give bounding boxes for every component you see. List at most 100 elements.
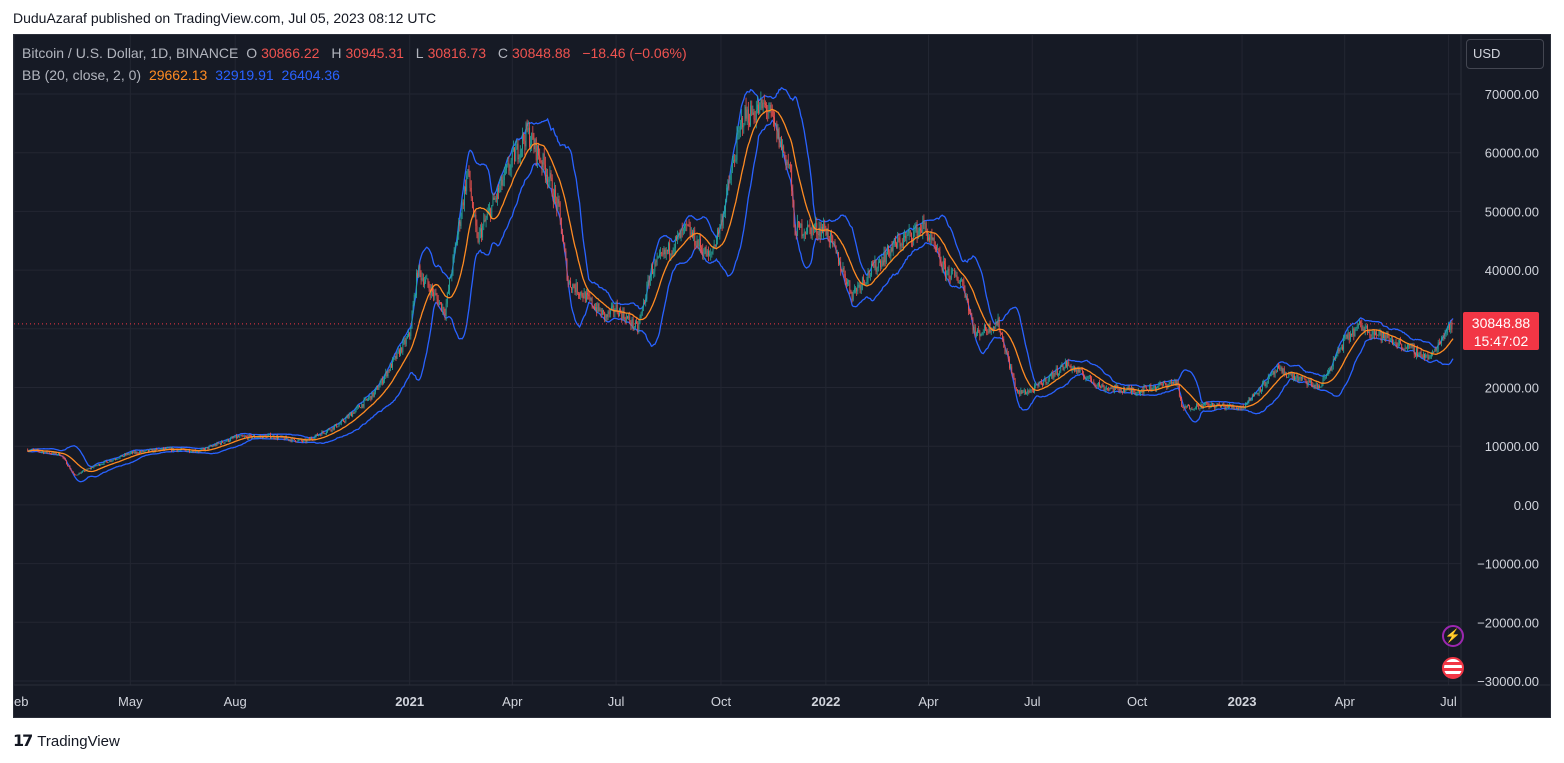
- candle: [1384, 332, 1386, 342]
- candle: [1249, 397, 1251, 402]
- indicator-label[interactable]: BB (20, close, 2, 0): [22, 67, 142, 83]
- currency-selector[interactable]: USD: [1466, 39, 1544, 69]
- candle: [1155, 385, 1156, 392]
- candle: [576, 281, 578, 296]
- candle: [458, 217, 460, 240]
- candle: [56, 453, 58, 456]
- candle: [731, 156, 733, 174]
- candle: [1214, 403, 1216, 411]
- candle: [803, 228, 805, 242]
- candle: [608, 308, 610, 318]
- candle: [1395, 338, 1397, 348]
- candle: [1023, 388, 1025, 396]
- candle: [144, 450, 146, 453]
- candle: [495, 193, 497, 203]
- candle: [522, 127, 523, 157]
- candle: [239, 434, 241, 439]
- candle: [810, 227, 812, 239]
- candle: [597, 301, 599, 313]
- candle: [1097, 381, 1099, 389]
- candle: [1452, 323, 1454, 325]
- candle: [1254, 392, 1256, 397]
- candle: [320, 433, 322, 437]
- candle: [500, 176, 502, 193]
- candle: [478, 227, 480, 245]
- candle: [67, 463, 68, 467]
- candle: [1446, 326, 1448, 336]
- candle: [877, 258, 879, 272]
- chart-canvas[interactable]: 70000.0060000.0050000.0040000.0030000.00…: [14, 35, 1550, 717]
- candle: [1110, 386, 1112, 390]
- candle: [1352, 325, 1354, 337]
- candle: [427, 278, 429, 288]
- candle: [410, 326, 412, 340]
- candle: [627, 315, 628, 320]
- candle: [208, 445, 210, 451]
- y-tick-label: 20000.00: [1485, 381, 1539, 396]
- candle: [1093, 379, 1095, 386]
- candle: [1264, 381, 1266, 387]
- candle: [424, 277, 425, 289]
- candle: [671, 250, 673, 258]
- candle: [1191, 406, 1193, 410]
- candle: [1319, 384, 1321, 389]
- candle: [645, 294, 647, 307]
- candle: [72, 471, 74, 474]
- candle: [240, 434, 242, 437]
- candle: [936, 244, 937, 253]
- candle: [985, 324, 986, 331]
- candle: [269, 434, 270, 436]
- candle: [1135, 391, 1137, 397]
- candle: [1034, 383, 1035, 394]
- price-axis[interactable]: 70000.0060000.0050000.0040000.0030000.00…: [1477, 87, 1539, 689]
- candle: [845, 278, 847, 289]
- candle: [893, 237, 895, 247]
- candle: [653, 268, 655, 279]
- candle: [133, 450, 135, 454]
- bb-upper-value: 32919.91: [215, 67, 274, 83]
- symbol-title[interactable]: Bitcoin / U.S. Dollar, 1D, BINANCE: [22, 45, 239, 61]
- candle: [1320, 386, 1322, 388]
- x-tick-label: Jul: [1440, 694, 1457, 709]
- candle: [246, 435, 248, 438]
- us-flag-icon[interactable]: [1442, 657, 1464, 679]
- candle: [884, 246, 886, 267]
- candle: [457, 231, 458, 246]
- candle: [462, 199, 464, 210]
- candle: [964, 285, 966, 299]
- chart-pane[interactable]: 70000.0060000.0050000.0040000.0030000.00…: [13, 34, 1551, 718]
- candle: [544, 156, 546, 183]
- candle: [381, 376, 383, 386]
- candle: [435, 288, 437, 296]
- candle: [1421, 354, 1423, 359]
- candle: [687, 224, 689, 227]
- x-tick-label: Aug: [224, 694, 247, 709]
- candle: [511, 148, 513, 168]
- x-tick-label: Apr: [918, 694, 939, 709]
- candle: [630, 320, 632, 331]
- candle: [547, 168, 549, 189]
- candle: [87, 468, 89, 470]
- candle: [508, 156, 510, 175]
- candle: [977, 327, 978, 336]
- candle: [62, 455, 64, 459]
- candle: [965, 292, 967, 301]
- candle: [651, 263, 652, 281]
- tradingview-brand[interactable]: 17 TradingView: [13, 731, 120, 750]
- candle: [379, 380, 381, 388]
- candle: [710, 248, 712, 261]
- candle: [543, 148, 545, 170]
- candle: [118, 458, 120, 460]
- flash-icon[interactable]: ⚡: [1442, 625, 1464, 647]
- candle: [1388, 335, 1390, 344]
- indicator-legend[interactable]: BB (20, close, 2, 0) 29662.13 32919.91 2…: [22, 67, 344, 83]
- candle: [1136, 391, 1138, 396]
- candle: [1429, 354, 1431, 359]
- candle: [663, 246, 665, 259]
- candle: [326, 430, 327, 435]
- time-axis[interactable]: eb May Aug 2021 Apr Jul Oct 2022 Apr Jul Oct 2023 Ap…: [14, 694, 1457, 709]
- candle: [624, 316, 626, 325]
- candle: [1006, 348, 1008, 355]
- ohlc-high: H 30945.31: [331, 45, 408, 61]
- symbol-legend[interactable]: Bitcoin / U.S. Dollar, 1D, BINANCE O 3086…: [22, 45, 691, 61]
